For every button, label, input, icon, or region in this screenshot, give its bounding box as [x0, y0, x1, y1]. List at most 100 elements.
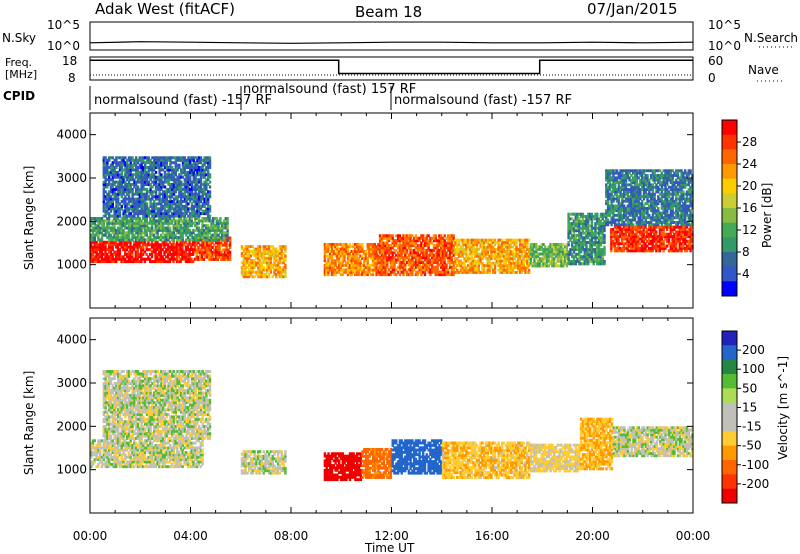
power-cell — [133, 209, 136, 213]
power-cell — [100, 219, 104, 223]
power-cell — [183, 240, 186, 244]
power-cell — [626, 244, 629, 248]
power-cell — [518, 254, 522, 258]
power-cell — [649, 225, 653, 229]
power-cell — [443, 253, 446, 257]
power-cell — [445, 253, 448, 257]
power-cell — [129, 219, 132, 223]
power-cell — [617, 235, 620, 239]
power-cell — [398, 244, 402, 247]
power-cell — [199, 166, 203, 169]
power-cell — [596, 255, 599, 259]
power-cell — [588, 259, 592, 263]
power-cell — [588, 217, 592, 221]
power-cell — [113, 243, 116, 247]
power-cell — [457, 250, 461, 254]
power-cell — [597, 248, 601, 252]
power-cell — [597, 236, 601, 240]
power-cell — [578, 222, 581, 226]
power-cell — [260, 254, 263, 258]
power-cell — [97, 226, 100, 230]
power-cell — [127, 166, 131, 169]
power-cell — [361, 270, 364, 274]
power-cell — [436, 268, 439, 272]
power-cell — [129, 187, 132, 191]
power-cell — [117, 195, 120, 199]
power-cell — [493, 241, 497, 244]
power-cell — [515, 259, 518, 263]
power-cell — [251, 275, 254, 279]
power-cell — [423, 253, 427, 257]
power-cell — [197, 228, 201, 232]
power-cell — [368, 254, 371, 258]
power-cell — [108, 197, 111, 201]
power-cell — [145, 212, 149, 216]
power-cell — [207, 170, 210, 174]
power-cell — [111, 226, 114, 230]
power-cell — [454, 250, 457, 254]
power-cell — [594, 257, 597, 261]
power-cell — [642, 244, 645, 248]
power-cell — [644, 237, 647, 241]
noise-right-label: N.Search — [744, 31, 798, 45]
power-cell — [547, 254, 550, 258]
power-cell — [135, 192, 138, 196]
power-cell — [145, 190, 149, 194]
power-cell — [189, 190, 192, 194]
power-cell — [206, 226, 210, 230]
power-cell — [176, 168, 179, 172]
power-cell — [172, 180, 176, 184]
power-cell — [122, 212, 125, 216]
power-cell — [560, 252, 563, 256]
power-cell — [104, 185, 107, 189]
power-cell — [472, 257, 475, 261]
power-cell — [276, 263, 280, 267]
power-cell — [393, 265, 396, 269]
power-cell — [273, 261, 276, 265]
power-cell — [212, 238, 215, 242]
power-cell — [371, 252, 375, 256]
power-cell — [93, 226, 96, 230]
power-cell — [448, 258, 452, 262]
power-cell — [637, 237, 640, 241]
power-cell — [378, 251, 382, 255]
power-cell — [207, 214, 210, 218]
power-cell — [348, 259, 351, 263]
power-cell — [143, 217, 147, 220]
power-cell — [429, 241, 432, 245]
power-cell — [382, 253, 385, 257]
power-cell — [447, 273, 450, 277]
power-cell — [184, 257, 188, 261]
power-cell — [91, 240, 95, 244]
power-cell — [178, 214, 181, 218]
power-cell — [181, 252, 184, 256]
power-cell — [329, 245, 332, 249]
power-cell — [334, 273, 337, 277]
power-cell — [136, 248, 139, 252]
power-cell — [194, 190, 197, 194]
power-cell — [585, 252, 588, 256]
power-cell — [355, 273, 359, 277]
power-cell — [177, 226, 181, 230]
power-cell — [574, 224, 577, 228]
power-cell — [214, 250, 218, 254]
power-cell — [398, 236, 402, 240]
power-cell — [461, 254, 464, 258]
power-cell — [156, 245, 159, 249]
power-cell — [149, 202, 152, 206]
power-cell — [486, 252, 489, 256]
power-cell — [222, 224, 226, 228]
power-cell — [140, 178, 143, 182]
power-cell — [382, 273, 385, 277]
power-cell — [576, 233, 579, 237]
power-cell — [134, 260, 138, 264]
power-cell — [336, 259, 339, 263]
power-cell — [513, 264, 516, 267]
power-cell — [145, 195, 149, 199]
power-cell — [140, 233, 143, 237]
power-cell — [420, 265, 423, 269]
power-cell — [436, 261, 439, 264]
power-cell — [118, 224, 122, 228]
power-cell — [213, 228, 217, 232]
power-cell — [391, 236, 394, 240]
